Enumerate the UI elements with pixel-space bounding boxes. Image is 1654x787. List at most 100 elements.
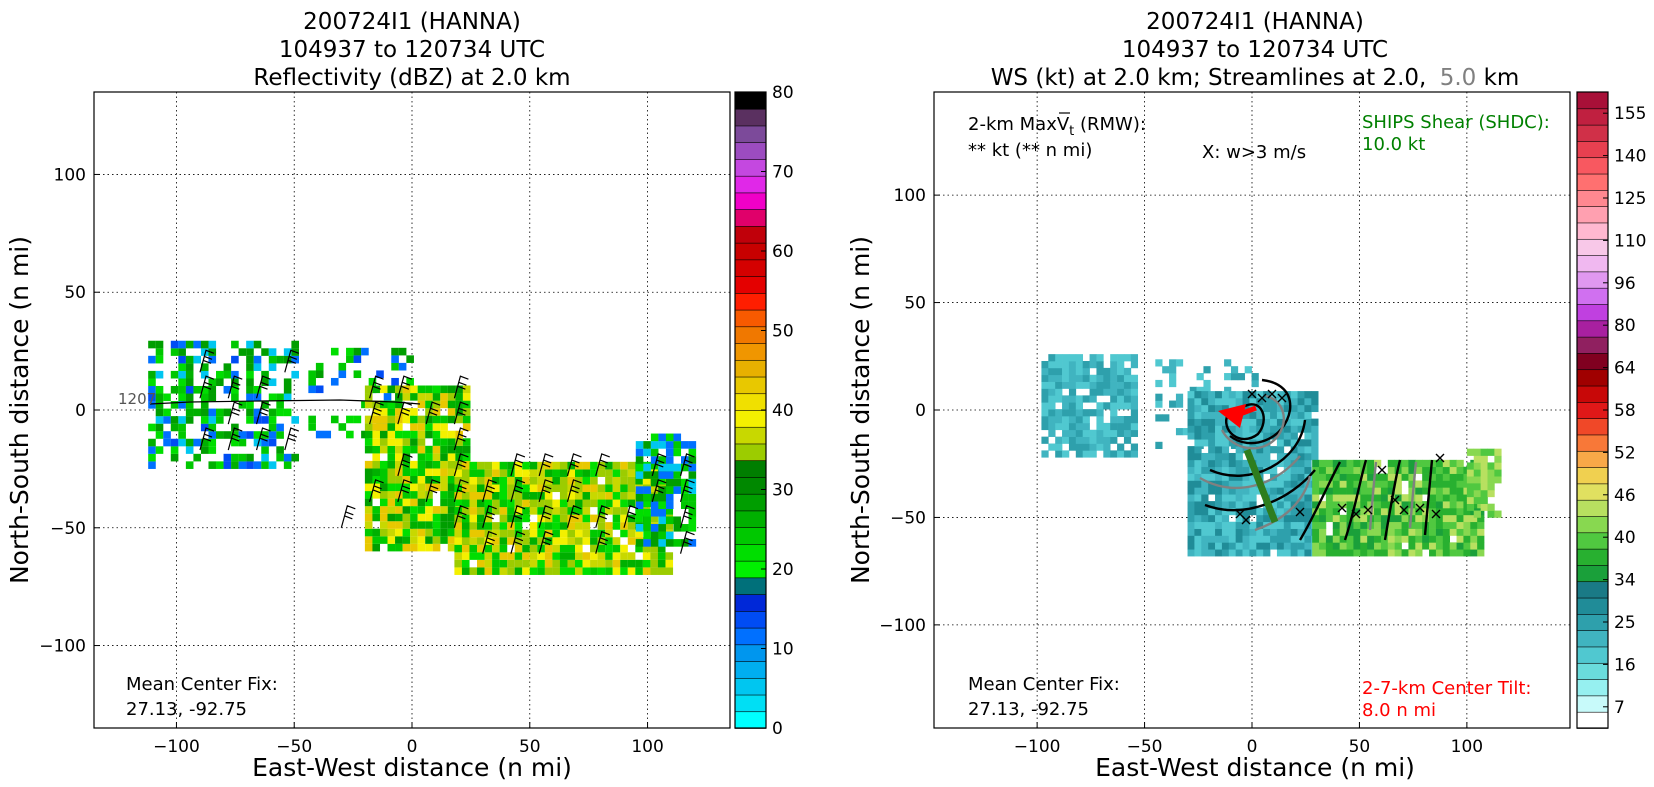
reflectivity-cell — [155, 348, 164, 356]
reflectivity-cell — [597, 552, 606, 560]
reflectivity-cell — [461, 461, 470, 470]
reflectivity-cell — [395, 543, 403, 552]
reflectivity-cell — [499, 537, 508, 545]
reflectivity-cell — [507, 491, 515, 500]
windspeed-cell — [1374, 473, 1382, 481]
reflectivity-cell — [308, 370, 316, 379]
reflectivity-cell — [612, 552, 621, 560]
reflectivity-cell — [440, 385, 448, 394]
reflectivity-cell — [484, 469, 493, 477]
reflectivity-cell — [402, 445, 411, 454]
reflectivity-cell — [612, 567, 621, 575]
reflectivity-cell — [657, 559, 666, 568]
reflectivity-cell — [658, 486, 666, 494]
windspeed-cell — [1415, 459, 1423, 468]
windspeed-cell — [1276, 487, 1285, 495]
windspeed-cell — [1130, 402, 1139, 410]
reflectivity-cell — [185, 461, 194, 469]
windspeed-cell — [1332, 542, 1340, 550]
reflectivity-cell — [484, 552, 493, 560]
windspeed-cell — [1283, 439, 1291, 447]
reflectivity-cell — [200, 370, 209, 379]
windspeed-cell — [1194, 397, 1202, 406]
reflectivity-cell — [673, 516, 682, 525]
reflectivity-cell — [575, 499, 583, 508]
windspeed-cell — [1401, 535, 1409, 543]
reflectivity-cell — [216, 370, 224, 379]
windspeed-cell — [1429, 494, 1437, 502]
windspeed-cell — [1442, 473, 1450, 481]
reflectivity-cell — [425, 543, 433, 552]
windspeed-cell — [1175, 400, 1184, 408]
reflectivity-cell — [627, 552, 636, 560]
windspeed-cell — [1068, 416, 1077, 424]
reflectivity-cell — [658, 493, 666, 502]
reflectivity-cell — [364, 415, 373, 424]
reflectivity-cell — [454, 537, 462, 545]
reflectivity-cell — [477, 507, 485, 515]
reflectivity-cell — [499, 491, 508, 500]
reflectivity-cell — [447, 483, 456, 492]
reflectivity-cell — [155, 408, 164, 417]
windspeed-cell — [1187, 432, 1195, 440]
windspeed-cell — [1477, 549, 1485, 557]
reflectivity-cell — [544, 491, 553, 500]
windspeed-cell — [1075, 395, 1084, 403]
reflectivity-cell — [455, 400, 463, 409]
windspeed-cell — [1221, 521, 1230, 529]
reflectivity-cell — [620, 544, 628, 553]
reflectivity-cell — [148, 393, 156, 402]
reflectivity-cell — [552, 507, 560, 515]
windspeed-cell — [1201, 418, 1209, 426]
colorbar-tick-label: 40 — [772, 401, 794, 421]
reflectivity-cell — [398, 362, 407, 371]
windspeed-cell — [1110, 381, 1118, 389]
windspeed-cell — [1201, 535, 1209, 543]
windspeed-cell — [1228, 487, 1236, 495]
reflectivity-cell — [537, 514, 545, 523]
windspeed-cell — [1117, 367, 1125, 376]
windspeed-cell — [1041, 367, 1049, 376]
reflectivity-cell — [261, 438, 269, 447]
reflectivity-cell — [544, 559, 553, 568]
reflectivity-cell — [364, 498, 373, 507]
reflectivity-cell — [492, 529, 500, 538]
windspeed-cell — [1435, 466, 1444, 474]
wind-barb — [679, 453, 695, 477]
windspeed-cell — [1208, 459, 1216, 468]
windspeed-cell — [1215, 501, 1223, 509]
windspeed-cell — [1221, 439, 1230, 447]
windspeed-cell — [1283, 466, 1291, 474]
windspeed-cell — [1415, 528, 1423, 536]
reflectivity-cell — [276, 401, 284, 409]
windspeed-cell — [1117, 416, 1125, 424]
windspeed-cell — [1415, 466, 1423, 474]
wind-barb — [595, 530, 610, 554]
reflectivity-cell — [650, 514, 658, 523]
reflectivity-cell — [410, 543, 418, 552]
w-marker — [1241, 515, 1251, 525]
reflectivity-cell — [642, 559, 651, 568]
reflectivity-cell — [253, 408, 262, 417]
reflectivity-cell — [379, 430, 388, 439]
windspeed-cell — [1387, 528, 1395, 536]
colorbar-swatch — [1576, 434, 1609, 452]
windspeed-cell — [1456, 514, 1464, 523]
reflectivity-cell — [559, 522, 568, 530]
windspeed-cell — [1089, 395, 1097, 403]
colorbar-swatch — [1576, 91, 1609, 110]
windspeed-cell — [1123, 422, 1132, 431]
windspeed-cell — [1408, 480, 1416, 488]
y-tick-label: −100 — [879, 616, 926, 636]
windspeed-cell — [1401, 521, 1409, 529]
windspeed-cell — [1055, 416, 1063, 424]
windspeed-cell — [1367, 549, 1375, 557]
windspeed-cell — [1304, 425, 1312, 433]
reflectivity-cell — [529, 491, 538, 500]
windspeed-cell — [1276, 459, 1285, 468]
windspeed-cell — [1394, 535, 1402, 543]
windspeed-cell — [1422, 480, 1430, 488]
windspeed-cell — [1215, 494, 1223, 502]
reflectivity-cell — [514, 514, 523, 523]
windspeed-cell — [1270, 418, 1278, 426]
